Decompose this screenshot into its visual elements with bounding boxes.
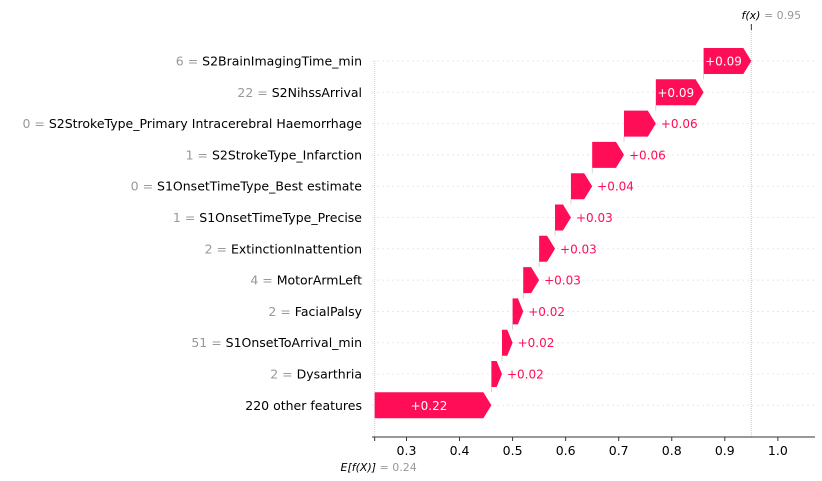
contribution-label: +0.22 bbox=[411, 399, 448, 413]
contribution-bar bbox=[592, 141, 625, 168]
feature-name: 220 other features bbox=[245, 398, 362, 413]
x-tick-label: 0.7 bbox=[609, 443, 629, 458]
feature-value: 22 = bbox=[237, 85, 271, 100]
contribution-bar bbox=[491, 361, 502, 387]
feature-label: 51 = S1OnsetToArrival_min bbox=[191, 335, 362, 350]
feature-label: 2 = FacialPalsy bbox=[268, 304, 362, 319]
contribution-label: +0.09 bbox=[657, 86, 694, 100]
feature-value: 6 = bbox=[176, 54, 202, 69]
contribution-label: +0.03 bbox=[576, 211, 613, 225]
feature-label: 220 other features bbox=[245, 398, 362, 413]
feature-name: Dysarthria bbox=[297, 367, 362, 382]
feature-value: 4 = bbox=[250, 273, 276, 288]
feature-labels: 6 = S2BrainImagingTime_min 22 = S2NihssAr… bbox=[22, 54, 362, 413]
contribution-label: +0.04 bbox=[597, 180, 634, 194]
bars-group: +0.09 +0.09 +0.06 +0.06 +0.04 +0.03 +0.03 +0.03… bbox=[374, 48, 752, 419]
feature-label: 2 = ExtinctionInattention bbox=[205, 241, 362, 256]
feature-name: MotorArmLeft bbox=[277, 273, 362, 288]
contribution-bar bbox=[374, 392, 492, 419]
row-gridlines bbox=[372, 60, 815, 406]
base-value-number: = 0.24 bbox=[376, 461, 417, 474]
contribution-label: +0.03 bbox=[544, 274, 581, 288]
feature-label: 1 = S2StrokeType_Infarction bbox=[186, 147, 362, 162]
x-tick-label: 0.3 bbox=[397, 443, 417, 458]
feature-name: S1OnsetTimeType_Best estimate bbox=[157, 179, 362, 194]
feature-name: S2NihssArrival bbox=[272, 85, 362, 100]
bar-connectors bbox=[374, 30, 752, 437]
contribution-bar bbox=[501, 329, 513, 356]
feature-name: S2StrokeType_Primary Intracerebral Haemo… bbox=[49, 116, 362, 131]
base-value-label: E[f(X)] bbox=[341, 461, 377, 474]
feature-value: 1 = bbox=[173, 210, 199, 225]
annotations: E[f(X)] = 0.24 f(x) = 0.95 bbox=[341, 9, 802, 474]
contribution-bar bbox=[624, 110, 656, 137]
feature-value: 1 = bbox=[186, 147, 212, 162]
base-value-annotation: E[f(X)] = 0.24 bbox=[341, 461, 417, 474]
x-tick-label: 1.0 bbox=[768, 443, 788, 458]
x-tick-label: 0.8 bbox=[662, 443, 682, 458]
contribution-bar bbox=[512, 298, 524, 325]
feature-label: 22 = S2NihssArrival bbox=[237, 85, 362, 100]
feature-label: 0 = S1OnsetTimeType_Best estimate bbox=[131, 179, 363, 194]
contribution-label: +0.02 bbox=[507, 368, 544, 382]
x-tick-label: 0.9 bbox=[715, 443, 735, 458]
final-value-number: = 0.95 bbox=[760, 9, 801, 22]
feature-name: S1OnsetTimeType_Precise bbox=[199, 210, 362, 225]
feature-label: 0 = S2StrokeType_Primary Intracerebral H… bbox=[22, 116, 362, 131]
feature-label: 6 = S2BrainImagingTime_min bbox=[176, 54, 362, 69]
contribution-bar bbox=[703, 48, 752, 74]
feature-label: 1 = S1OnsetTimeType_Precise bbox=[173, 210, 362, 225]
contribution-label: +0.03 bbox=[560, 242, 597, 256]
contribution-bar bbox=[539, 235, 556, 262]
feature-name: S2BrainImagingTime_min bbox=[202, 54, 362, 69]
feature-value: 0 = bbox=[131, 179, 157, 194]
x-tick-label: 0.4 bbox=[450, 443, 470, 458]
feature-label: 4 = MotorArmLeft bbox=[250, 273, 362, 288]
feature-value: 2 = bbox=[270, 367, 296, 382]
feature-name: ExtinctionInattention bbox=[231, 241, 362, 256]
feature-value: 0 = bbox=[22, 116, 48, 131]
x-tick-label: 0.5 bbox=[503, 443, 523, 458]
final-value-annotation: f(x) = 0.95 bbox=[741, 9, 801, 22]
contribution-label: +0.06 bbox=[661, 117, 698, 131]
contribution-bar bbox=[555, 204, 571, 231]
final-value-label: f(x) bbox=[741, 9, 760, 22]
contribution-bar bbox=[655, 79, 704, 106]
feature-name: S2StrokeType_Infarction bbox=[212, 147, 362, 162]
feature-value: 51 = bbox=[191, 335, 225, 350]
feature-label: 2 = Dysarthria bbox=[270, 367, 362, 382]
contribution-label: +0.02 bbox=[528, 305, 565, 319]
feature-value: 2 = bbox=[205, 241, 231, 256]
contribution-label: +0.02 bbox=[518, 336, 555, 350]
contribution-label: +0.09 bbox=[705, 55, 742, 69]
x-axis: 0.3 0.4 0.5 0.6 0.7 0.8 0.9 1.0 bbox=[372, 436, 815, 458]
feature-name: S1OnsetToArrival_min bbox=[226, 335, 362, 350]
contribution-label: +0.06 bbox=[629, 148, 666, 162]
feature-name: FacialPalsy bbox=[295, 304, 363, 319]
contribution-bar bbox=[523, 267, 540, 294]
x-tick-label: 0.6 bbox=[556, 443, 576, 458]
feature-value: 2 = bbox=[268, 304, 294, 319]
contribution-bar bbox=[570, 173, 593, 200]
